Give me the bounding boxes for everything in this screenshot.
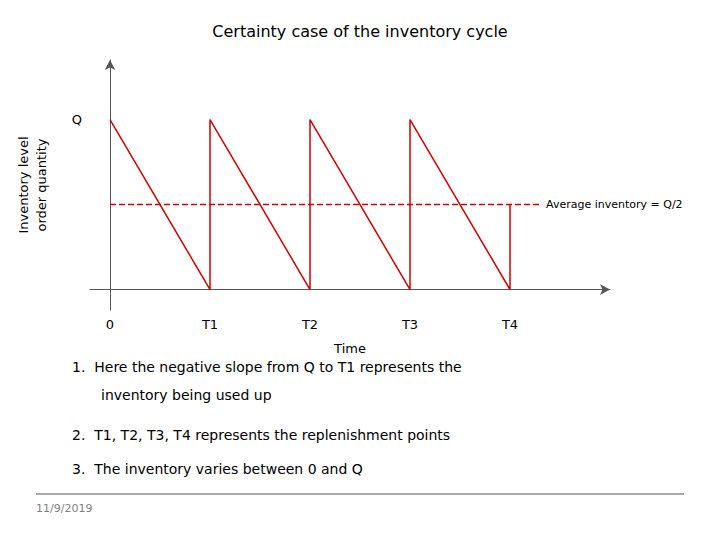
- svg-text:Time: Time: [333, 341, 366, 356]
- svg-text:2. T1, T2, T3, T4 represents: 2. T1, T2, T3, T4 represents the repleni…: [72, 427, 450, 443]
- svg-text:Certainty case of the inventor: Certainty case of the inventory cycle: [212, 22, 507, 41]
- svg-text:Average inventory = Q/2: Average inventory = Q/2: [546, 198, 683, 211]
- svg-text:T4: T4: [501, 317, 518, 332]
- svg-text:1. Here the negative slope fr: 1. Here the negative slope from Q to T1 …: [72, 359, 462, 375]
- svg-text:3. The inventory varies betwe: 3. The inventory varies between 0 and Q: [72, 461, 363, 477]
- svg-text:T2: T2: [301, 317, 318, 332]
- svg-text:Q: Q: [72, 112, 82, 127]
- svg-text:11/9/2019: 11/9/2019: [36, 502, 92, 515]
- svg-text:inventory being used up: inventory being used up: [101, 387, 272, 403]
- svg-text:T1: T1: [201, 317, 218, 332]
- svg-text:0: 0: [106, 317, 114, 332]
- svg-text:Inventory level: Inventory level: [16, 136, 31, 233]
- svg-text:order quantity: order quantity: [34, 138, 49, 231]
- svg-text:T3: T3: [401, 317, 418, 332]
